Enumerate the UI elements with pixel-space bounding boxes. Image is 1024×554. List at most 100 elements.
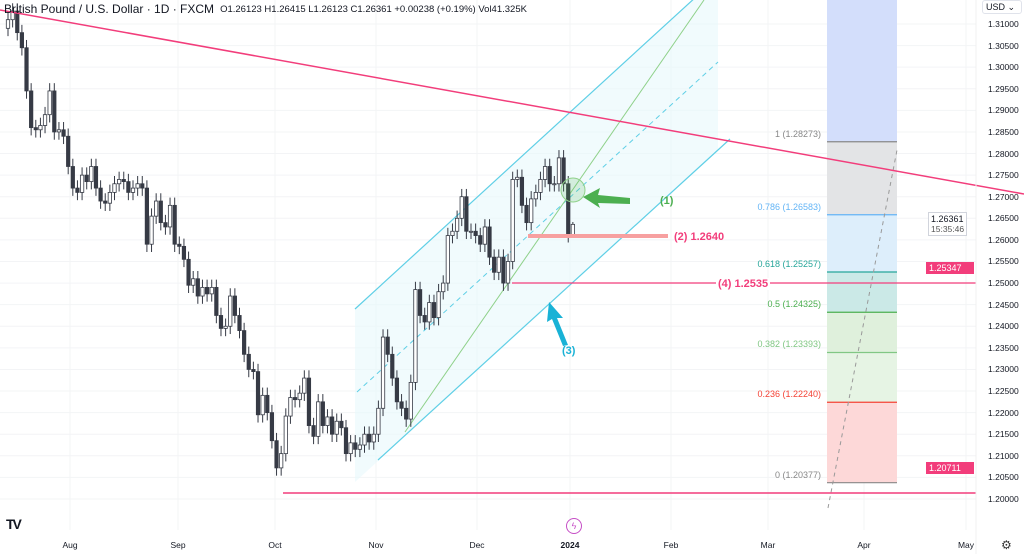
candle	[427, 302, 432, 323]
gear-icon[interactable]: ⚙	[1001, 538, 1012, 552]
time-tick: Feb	[663, 540, 679, 550]
price-tick: 1.29000	[988, 105, 1019, 116]
candle	[468, 230, 474, 233]
candle	[496, 256, 501, 273]
candle	[103, 200, 108, 204]
lightning-icon[interactable]: ϟ	[566, 518, 582, 534]
candle	[56, 129, 62, 133]
fib-zone	[827, 352, 897, 403]
price-tick: 1.24000	[988, 321, 1019, 332]
price-tick: 1.21000	[988, 450, 1019, 461]
candle	[570, 223, 575, 235]
candle	[70, 166, 75, 189]
last-price-label: 1.26361 15:35:46	[928, 212, 968, 236]
candle	[297, 392, 302, 401]
candle	[455, 217, 460, 232]
candle	[79, 174, 85, 193]
candle	[343, 427, 349, 455]
time-tick: Nov	[368, 540, 384, 550]
candle	[519, 176, 525, 206]
candle	[556, 157, 562, 185]
candle	[117, 179, 122, 185]
fib-level-label: 0.5 (1.24325)	[767, 299, 821, 310]
candle	[93, 166, 99, 189]
fib-zone	[827, 214, 897, 272]
candle	[33, 127, 38, 131]
candle	[75, 187, 80, 193]
time-tick: Apr	[857, 540, 871, 550]
fib-zone	[827, 141, 897, 215]
price-badge: 1.25347	[926, 262, 974, 275]
price-tick: 1.22500	[988, 386, 1019, 397]
candle	[441, 282, 446, 293]
candle	[251, 369, 256, 372]
fibonacci-retracement[interactable]	[827, 141, 897, 484]
candle	[158, 200, 163, 224]
channel-fill	[355, 0, 718, 482]
candle	[279, 453, 284, 469]
channel-mid-line[interactable]	[356, 61, 719, 393]
currency-selector[interactable]: USD ⌄	[982, 0, 1022, 14]
price-tick: 1.20500	[988, 472, 1019, 483]
candle	[390, 353, 395, 379]
candle	[524, 204, 529, 224]
candle	[269, 412, 275, 442]
time-tick: May	[957, 540, 975, 550]
fib-top-zone	[827, 0, 897, 151]
candle	[144, 187, 149, 245]
candle	[89, 166, 94, 183]
candle	[19, 32, 24, 49]
price-tick: 1.26000	[988, 234, 1019, 245]
price-tick: 1.23000	[988, 364, 1019, 375]
candle	[214, 286, 219, 316]
candle	[10, 10, 15, 21]
candle	[98, 187, 103, 202]
candle	[561, 157, 566, 185]
annotation-2: (2) 1.2640	[674, 231, 725, 243]
candle	[38, 125, 43, 131]
candle	[265, 394, 270, 414]
green-trend-line[interactable]	[404, 0, 705, 433]
candle	[218, 315, 224, 329]
fib-level-label: 0.618 (1.25257)	[757, 258, 821, 269]
descending-trendline[interactable]	[0, 9, 1024, 195]
ohlc-values: O1.26123 H1.26415 L1.26123 C1.26361 +0.0…	[220, 3, 527, 15]
candle	[445, 235, 450, 284]
candle	[42, 114, 48, 126]
candle	[510, 179, 515, 262]
time-tick: Sep	[170, 540, 186, 550]
price-tick: 1.30000	[988, 62, 1019, 73]
candle	[353, 442, 358, 450]
candle	[329, 416, 335, 435]
candle	[306, 377, 312, 426]
currency-label: USD	[986, 2, 1006, 12]
candle	[5, 19, 11, 29]
channel-lower-line[interactable]	[377, 138, 731, 461]
candle	[380, 336, 386, 409]
fib-level-label: 0.786 (1.26583)	[757, 201, 821, 212]
candles	[5, 3, 575, 476]
candle	[478, 235, 483, 245]
last-price: 1.26361	[931, 214, 964, 224]
candle	[320, 401, 325, 426]
candle	[394, 377, 400, 403]
candle	[191, 278, 196, 286]
candle	[121, 179, 126, 183]
candle	[399, 401, 404, 409]
symbol-title[interactable]: British Pound / U.S. Dollar · 1D · FXCM	[4, 2, 215, 16]
candle	[52, 90, 57, 133]
time-tick: 2024	[560, 540, 580, 550]
channel-upper-line[interactable]	[354, 0, 697, 310]
price-tick: 1.29500	[988, 83, 1019, 94]
symbol-header: British Pound / U.S. Dollar · 1D · FXCM …	[4, 2, 527, 16]
candle	[348, 442, 353, 455]
price-tick: 1.20000	[988, 493, 1019, 504]
candle	[186, 258, 191, 286]
candle	[61, 129, 66, 137]
candle	[149, 215, 154, 245]
tradingview-logo[interactable]: TV	[6, 516, 22, 532]
candle	[408, 381, 413, 420]
candle	[140, 183, 145, 189]
candle	[533, 192, 538, 200]
